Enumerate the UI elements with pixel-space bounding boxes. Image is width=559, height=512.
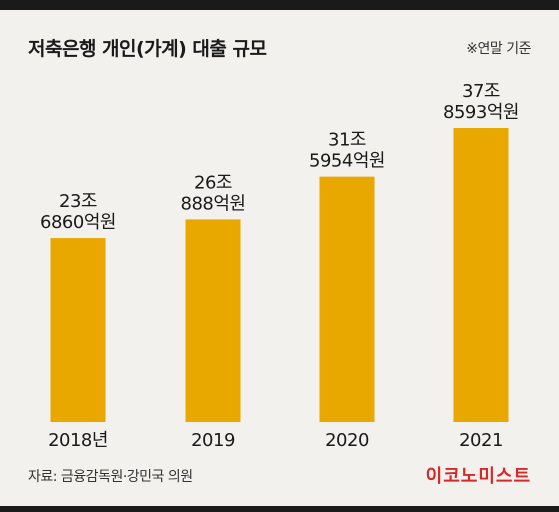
bar-1 [50, 238, 106, 422]
data-label-4-line-1: 37조 [462, 81, 500, 102]
chart-title: 저축은행 개인(가계) 대출 규모 [28, 38, 267, 60]
data-label-2-line-2: 888억원 [181, 193, 246, 214]
data-label-2-line-1: 26조 [194, 172, 232, 193]
data-label-1-line-2: 6860억원 [40, 212, 116, 233]
x-tick-label-3: 2020 [325, 430, 369, 451]
bar-4 [453, 128, 509, 422]
x-tick-label-1: 2018년 [48, 430, 108, 451]
bottom-border [0, 506, 559, 512]
publisher-logo: 이코노미스트 [425, 466, 531, 487]
data-label-1-line-1: 23조 [59, 191, 97, 212]
top-border [0, 0, 559, 10]
bar-3 [319, 176, 375, 422]
data-label-4-line-2: 8593억원 [443, 102, 519, 123]
basis-note: ※연말 기준 [466, 41, 531, 57]
data-label-3-line-1: 31조 [328, 130, 366, 151]
bar-2 [185, 219, 241, 422]
x-tick-label-4: 2021 [459, 430, 503, 451]
x-tick-label-2: 2019 [191, 430, 235, 451]
data-label-3-line-2: 5954억원 [309, 151, 385, 172]
source-note: 자료: 금융감독원·강민국 의원 [28, 469, 193, 485]
